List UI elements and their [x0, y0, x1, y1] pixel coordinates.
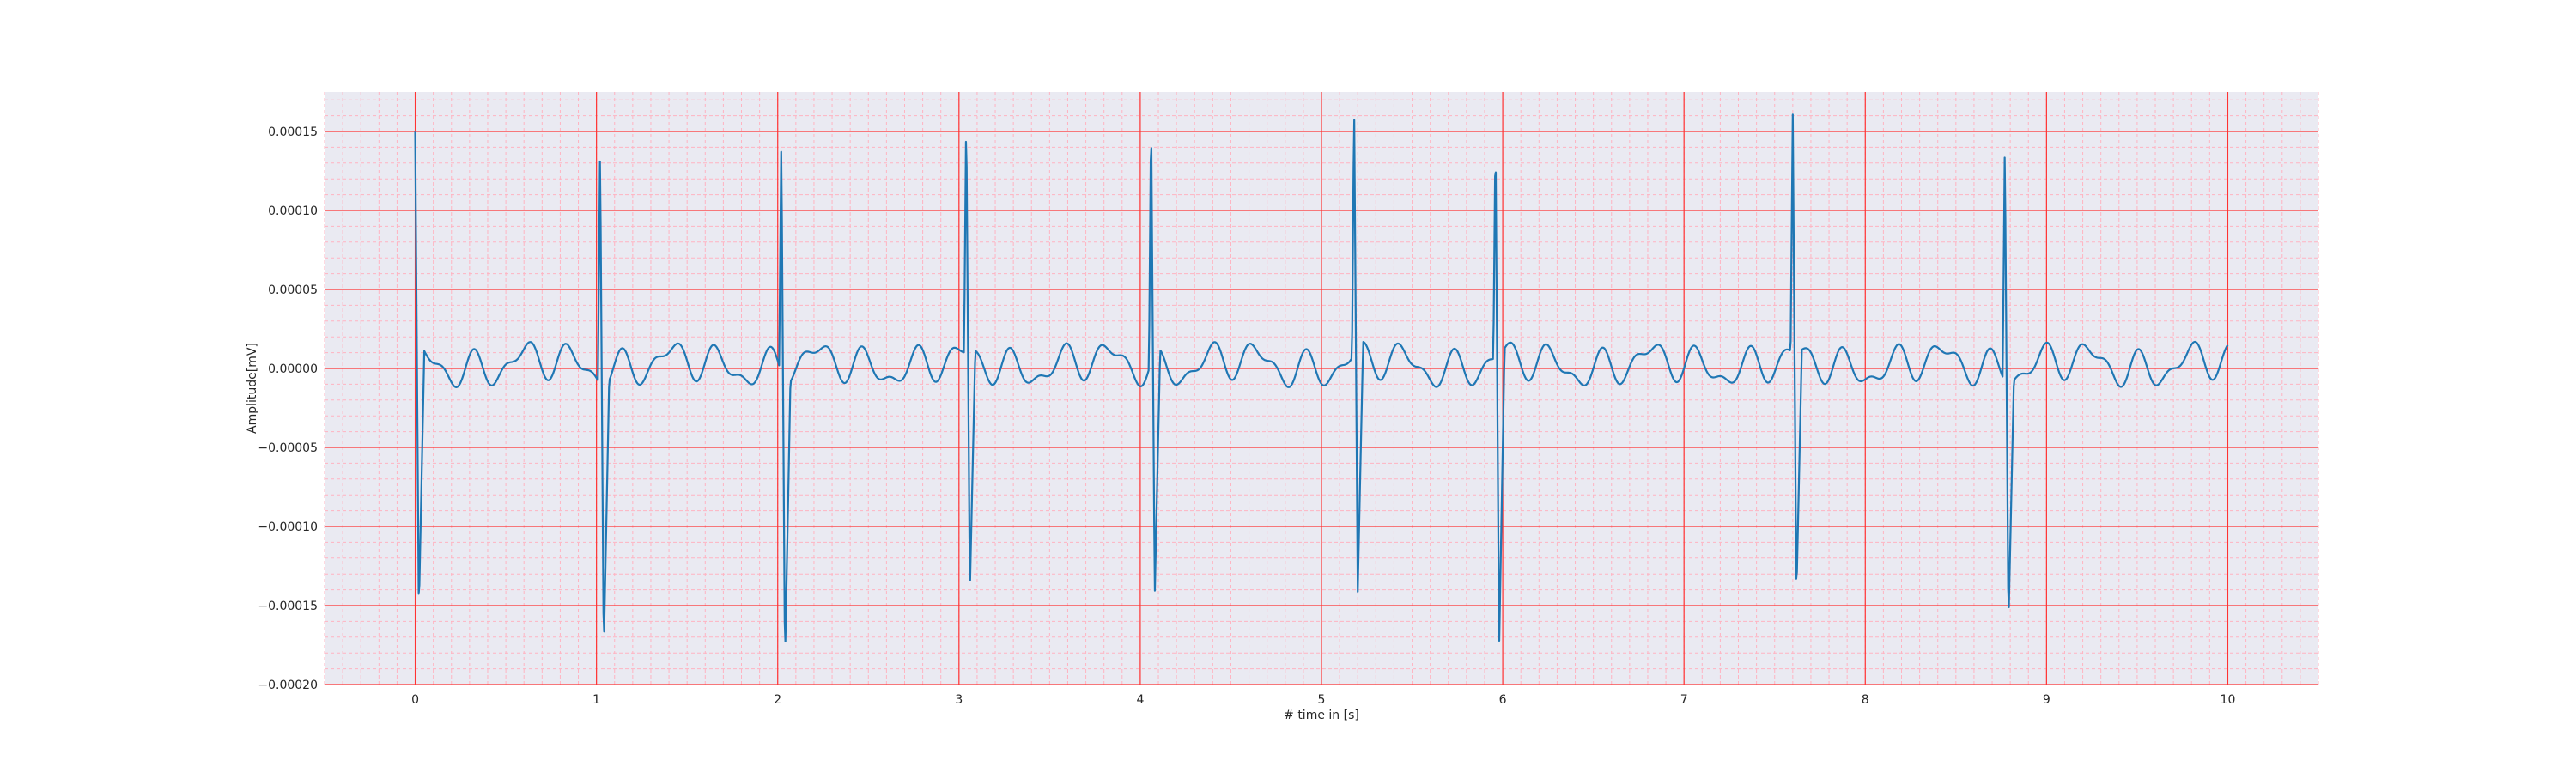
y-tick-label: −0.00005	[258, 441, 318, 455]
x-tick-label: 4	[1136, 693, 1144, 707]
x-tick-label: 0	[411, 693, 419, 707]
y-tick-label: 0.00015	[268, 125, 318, 139]
x-tick-label: 9	[2043, 693, 2050, 707]
x-tick-label: 5	[1318, 693, 1326, 707]
x-tick-label: 6	[1499, 693, 1507, 707]
y-tick-label: 0.00005	[268, 283, 318, 297]
x-tick-label: 7	[1680, 693, 1688, 707]
major-grid	[325, 92, 2318, 685]
y-tick-label: −0.00020	[258, 679, 318, 692]
y-tick-label: −0.00010	[258, 520, 318, 534]
x-tick-label: 8	[1862, 693, 1869, 707]
x-tick-label: 10	[2221, 693, 2236, 707]
y-axis-label: Amplitude[mV]	[246, 343, 259, 434]
y-tick-label: 0.00010	[268, 204, 318, 218]
ecg-signal-line	[414, 113, 2229, 643]
y-axis-ticks: −0.00020 −0.00015 −0.00010 −0.00005 0.00000 0…	[258, 125, 318, 692]
y-tick-label: 0.00000	[268, 362, 318, 376]
x-tick-label: 2	[774, 693, 781, 707]
x-tick-label: 3	[955, 693, 963, 707]
series-layer	[414, 113, 2229, 661]
x-axis-label: # time in [s]	[1284, 709, 1359, 722]
x-tick-label: 1	[592, 693, 600, 707]
x-axis-ticks: 0 1 2 3 4 5 6 7 8 9 10	[411, 693, 2235, 707]
y-tick-label: −0.00015	[258, 600, 318, 613]
